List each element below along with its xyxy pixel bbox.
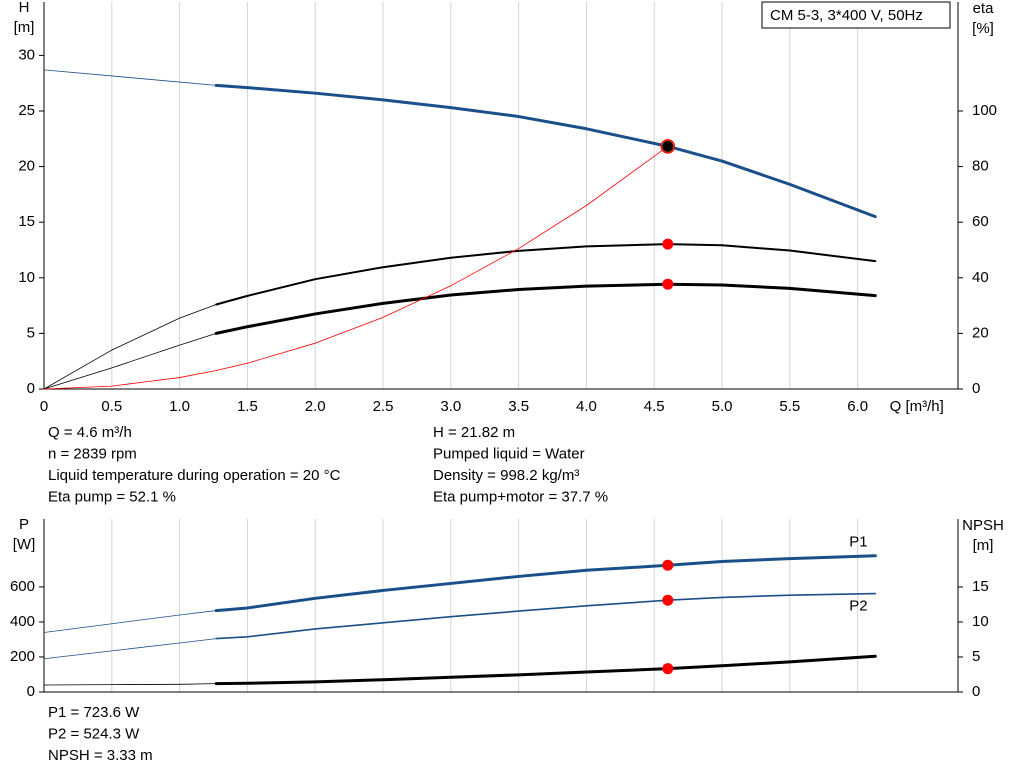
- series-label: P1: [849, 534, 867, 551]
- info-text: Liquid temperature during operation = 20…: [48, 467, 341, 484]
- info-text: P2 = 524.3 W: [48, 725, 140, 742]
- info-text: NPSH = 3.33 m: [48, 747, 153, 764]
- x-tick-label: 3.0: [440, 398, 461, 415]
- x-tick-label: 6.0: [847, 398, 868, 415]
- y-tick-label: 25: [18, 102, 35, 119]
- y-axis-label: [W]: [13, 536, 36, 553]
- info-text: Eta pump = 52.1 %: [48, 488, 176, 505]
- x-tick-label: 5.5: [779, 398, 800, 415]
- curve: [214, 83, 877, 219]
- duty-point: [662, 238, 674, 250]
- y-tick-label: 15: [18, 213, 35, 230]
- y-tick-label: 0: [27, 683, 35, 700]
- curve-extension: [43, 69, 217, 86]
- curve-extension: [43, 610, 217, 633]
- x-axis-label: Q [m³/h]: [890, 398, 944, 415]
- info-text: Eta pump+motor = 37.7 %: [433, 488, 608, 505]
- info-text: H = 21.82 m: [433, 424, 515, 441]
- x-tick-label: 1.5: [237, 398, 258, 415]
- x-tick-label: 1.0: [169, 398, 190, 415]
- x-tick-label: 2.5: [373, 398, 394, 415]
- y-tick-label: 30: [18, 46, 35, 63]
- y2-tick-label: 20: [972, 324, 989, 341]
- y2-axis-label: [%]: [972, 20, 994, 37]
- info-text: P1 = 723.6 W: [48, 704, 140, 721]
- y-tick-label: 20: [18, 158, 35, 175]
- x-tick-label: 5.0: [712, 398, 733, 415]
- curve: [215, 145, 669, 371]
- duty-point: [662, 278, 674, 290]
- y2-tick-label: 40: [972, 269, 989, 286]
- curve-extension: [43, 333, 217, 390]
- x-tick-label: 0: [40, 398, 48, 415]
- x-tick-label: 0.5: [101, 398, 122, 415]
- y-axis-label: P: [19, 516, 29, 533]
- y-tick-label: 600: [10, 578, 35, 595]
- title-box: [761, 1, 951, 29]
- y-axis-label: H: [19, 0, 30, 16]
- y2-axis-label: [m]: [973, 537, 994, 554]
- curve-extension: [43, 370, 217, 390]
- y2-tick-label: 60: [972, 213, 989, 230]
- curve-extension: [43, 638, 217, 660]
- info-text: Q = 4.6 m³/h: [48, 424, 132, 441]
- y-tick-label: 0: [27, 380, 35, 397]
- x-tick-label: 3.5: [508, 398, 529, 415]
- x-tick-label: 4.5: [644, 398, 665, 415]
- duty-point: [662, 559, 674, 571]
- y2-axis-label: NPSH: [962, 517, 1004, 534]
- y-tick-label: 200: [10, 648, 35, 665]
- y-axis-label: [m]: [14, 19, 35, 36]
- curve-extension: [43, 683, 217, 686]
- y2-tick-label: 100: [972, 102, 997, 119]
- info-text: Pumped liquid = Water: [433, 445, 585, 462]
- y2-tick-label: 0: [972, 683, 980, 700]
- chart-title: CM 5-3, 3*400 V, 50Hz: [770, 7, 923, 24]
- curve: [214, 654, 877, 686]
- y-tick-label: 10: [18, 269, 35, 286]
- y2-tick-label: 10: [972, 613, 989, 630]
- y2-tick-label: 80: [972, 158, 989, 175]
- y2-axis-label: eta: [973, 0, 995, 17]
- series-label: P2: [849, 598, 867, 615]
- y2-tick-label: 0: [972, 380, 980, 397]
- duty-point: [662, 140, 674, 152]
- duty-point: [662, 594, 674, 606]
- info-text: Density = 998.2 kg/m³: [433, 467, 579, 484]
- curve: [214, 554, 877, 613]
- y-tick-label: 400: [10, 613, 35, 630]
- y-tick-label: 5: [27, 324, 35, 341]
- curve-extension: [43, 304, 217, 390]
- curve: [214, 282, 877, 335]
- curve: [215, 243, 877, 306]
- x-tick-label: 4.0: [576, 398, 597, 415]
- curve: [215, 592, 877, 640]
- info-text: n = 2839 rpm: [48, 445, 137, 462]
- x-tick-label: 2.0: [305, 398, 326, 415]
- duty-point: [662, 663, 674, 675]
- y2-tick-label: 5: [972, 648, 980, 665]
- y2-tick-label: 15: [972, 578, 989, 595]
